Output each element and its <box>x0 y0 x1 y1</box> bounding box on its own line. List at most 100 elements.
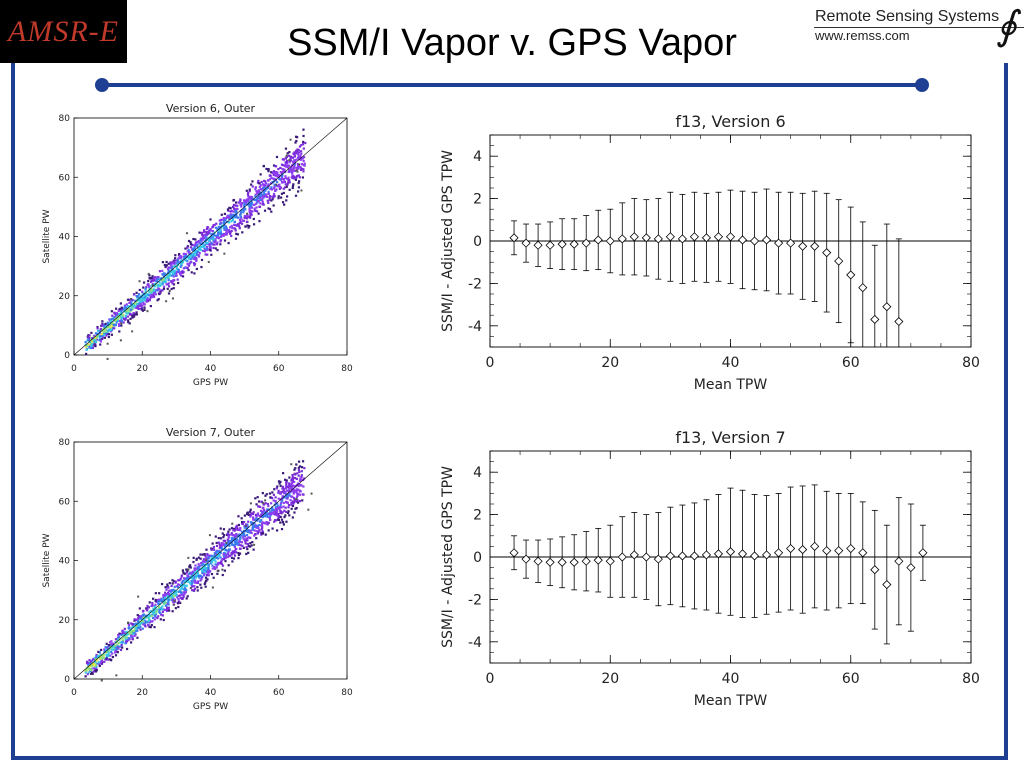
data-point <box>127 623 130 627</box>
data-point <box>102 323 106 326</box>
data-point <box>177 257 180 260</box>
data-point <box>297 153 300 156</box>
data-point <box>846 543 856 554</box>
data-point <box>165 300 168 303</box>
y-axis-label: Satellite PW <box>42 209 52 263</box>
data-point <box>255 210 259 213</box>
data-point <box>219 240 222 243</box>
data-point <box>293 468 296 471</box>
data-point <box>689 551 699 561</box>
data-point <box>228 232 232 235</box>
data-point <box>143 298 146 302</box>
data-point <box>162 287 166 290</box>
data-point <box>235 232 238 235</box>
data-point <box>207 231 210 234</box>
data-point <box>101 335 104 338</box>
data-point <box>152 278 155 282</box>
data-point <box>237 523 241 527</box>
data-point <box>232 529 235 532</box>
data-point <box>249 536 252 539</box>
data-point <box>247 529 251 532</box>
data-point <box>232 205 235 208</box>
data-point <box>222 542 225 545</box>
data-point <box>130 641 133 644</box>
data-point <box>138 622 141 626</box>
data-point <box>189 582 192 585</box>
data-point <box>150 279 153 282</box>
y-tick-label: -4 <box>468 635 482 651</box>
data-point <box>136 305 140 308</box>
data-point <box>144 292 147 295</box>
data-point <box>234 201 238 204</box>
data-point <box>285 199 288 202</box>
data-point <box>171 610 174 613</box>
data-point <box>249 545 252 548</box>
data-point <box>134 306 137 309</box>
data-point <box>257 194 260 197</box>
data-point <box>85 344 88 347</box>
data-point <box>168 272 171 275</box>
data-point <box>91 339 94 342</box>
data-point <box>207 574 210 577</box>
data-point <box>299 166 302 169</box>
data-point <box>250 203 253 206</box>
x-tick-label: 0 <box>71 364 77 374</box>
data-point <box>798 241 808 251</box>
data-point <box>239 529 242 532</box>
title-underline <box>102 83 922 87</box>
data-point <box>111 655 115 659</box>
data-point <box>282 191 285 195</box>
data-point <box>239 535 242 538</box>
data-point <box>129 317 132 320</box>
data-point <box>177 281 180 285</box>
data-point <box>127 621 130 624</box>
data-point <box>184 247 187 250</box>
data-point <box>88 667 91 670</box>
data-point <box>174 607 177 610</box>
data-point <box>834 546 844 556</box>
data-point <box>286 493 290 496</box>
data-point <box>267 207 270 210</box>
data-point <box>194 576 198 579</box>
data-point <box>180 575 183 578</box>
data-point <box>270 182 273 185</box>
data-point <box>263 194 267 198</box>
data-point <box>301 460 305 463</box>
data-point <box>277 516 280 519</box>
x-tick-label: 60 <box>273 688 285 698</box>
data-point <box>216 227 219 230</box>
data-point <box>237 553 241 557</box>
data-point <box>256 181 260 184</box>
data-point <box>270 210 273 213</box>
data-point <box>173 594 176 598</box>
data-point <box>152 295 156 298</box>
data-point <box>160 277 163 280</box>
data-point <box>178 583 181 587</box>
data-point <box>153 610 156 614</box>
data-point <box>262 194 265 197</box>
data-point <box>172 275 175 278</box>
data-point <box>248 209 251 212</box>
data-point <box>239 537 242 540</box>
data-point <box>92 657 96 660</box>
data-point <box>234 224 237 227</box>
data-point <box>94 340 98 343</box>
data-point <box>220 218 223 221</box>
data-point <box>269 187 272 190</box>
data-point <box>290 487 293 490</box>
data-point <box>298 180 301 183</box>
data-point <box>288 151 291 154</box>
data-point <box>161 605 164 608</box>
data-point <box>124 316 128 319</box>
logo-text: AMSR-E <box>8 14 119 48</box>
data-point <box>258 196 262 199</box>
data-point <box>227 549 230 553</box>
data-point <box>617 234 627 244</box>
data-point <box>266 515 269 519</box>
data-point <box>287 510 290 513</box>
data-point <box>227 216 231 219</box>
data-point <box>135 313 138 316</box>
data-point <box>282 170 285 173</box>
data-point <box>173 598 177 601</box>
data-point <box>280 175 284 178</box>
